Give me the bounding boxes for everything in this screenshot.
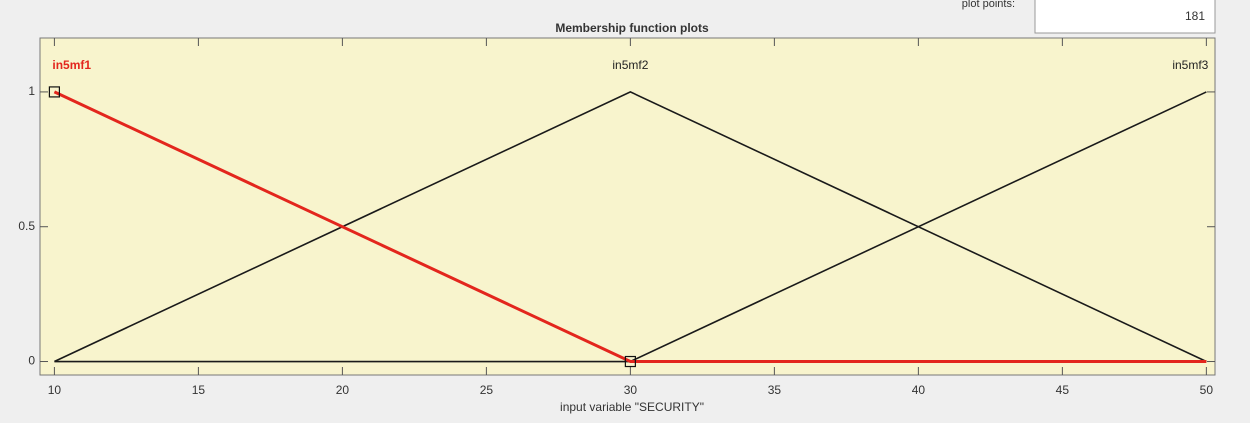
x-axis-label: input variable "SECURITY"	[560, 400, 704, 414]
x-tick-label: 50	[1200, 383, 1214, 397]
x-tick-label: 30	[624, 383, 638, 397]
y-tick-label: 0.5	[18, 219, 35, 233]
x-tick-label: 40	[912, 383, 926, 397]
plot-points-input[interactable]	[1034, 0, 1216, 34]
membership-line[interactable]	[54, 91, 1207, 363]
vertex-handle[interactable]	[624, 355, 636, 368]
x-tick-label: 20	[336, 383, 350, 397]
mf-label: in5mf3	[1172, 58, 1208, 72]
x-tick-label: 25	[480, 383, 494, 397]
plot-points-value[interactable]: 181	[1185, 9, 1205, 23]
x-tick-label: 35	[768, 383, 782, 397]
membership-line[interactable]	[53, 90, 1207, 364]
y-tick-label: 1	[28, 84, 35, 98]
plot-points-label: plot points:	[962, 0, 1015, 10]
mf-label: in5mf2	[612, 58, 648, 72]
x-tick-label: 15	[192, 383, 206, 397]
y-tick-label: 0	[28, 354, 35, 368]
vertex-handle[interactable]	[48, 86, 60, 98]
x-tick-label: 10	[48, 383, 62, 397]
mf-label: in5mf1	[52, 58, 91, 72]
plot-area	[39, 37, 1216, 376]
chart-title: Membership function plots	[555, 21, 709, 35]
x-tick-label: 45	[1056, 383, 1070, 397]
